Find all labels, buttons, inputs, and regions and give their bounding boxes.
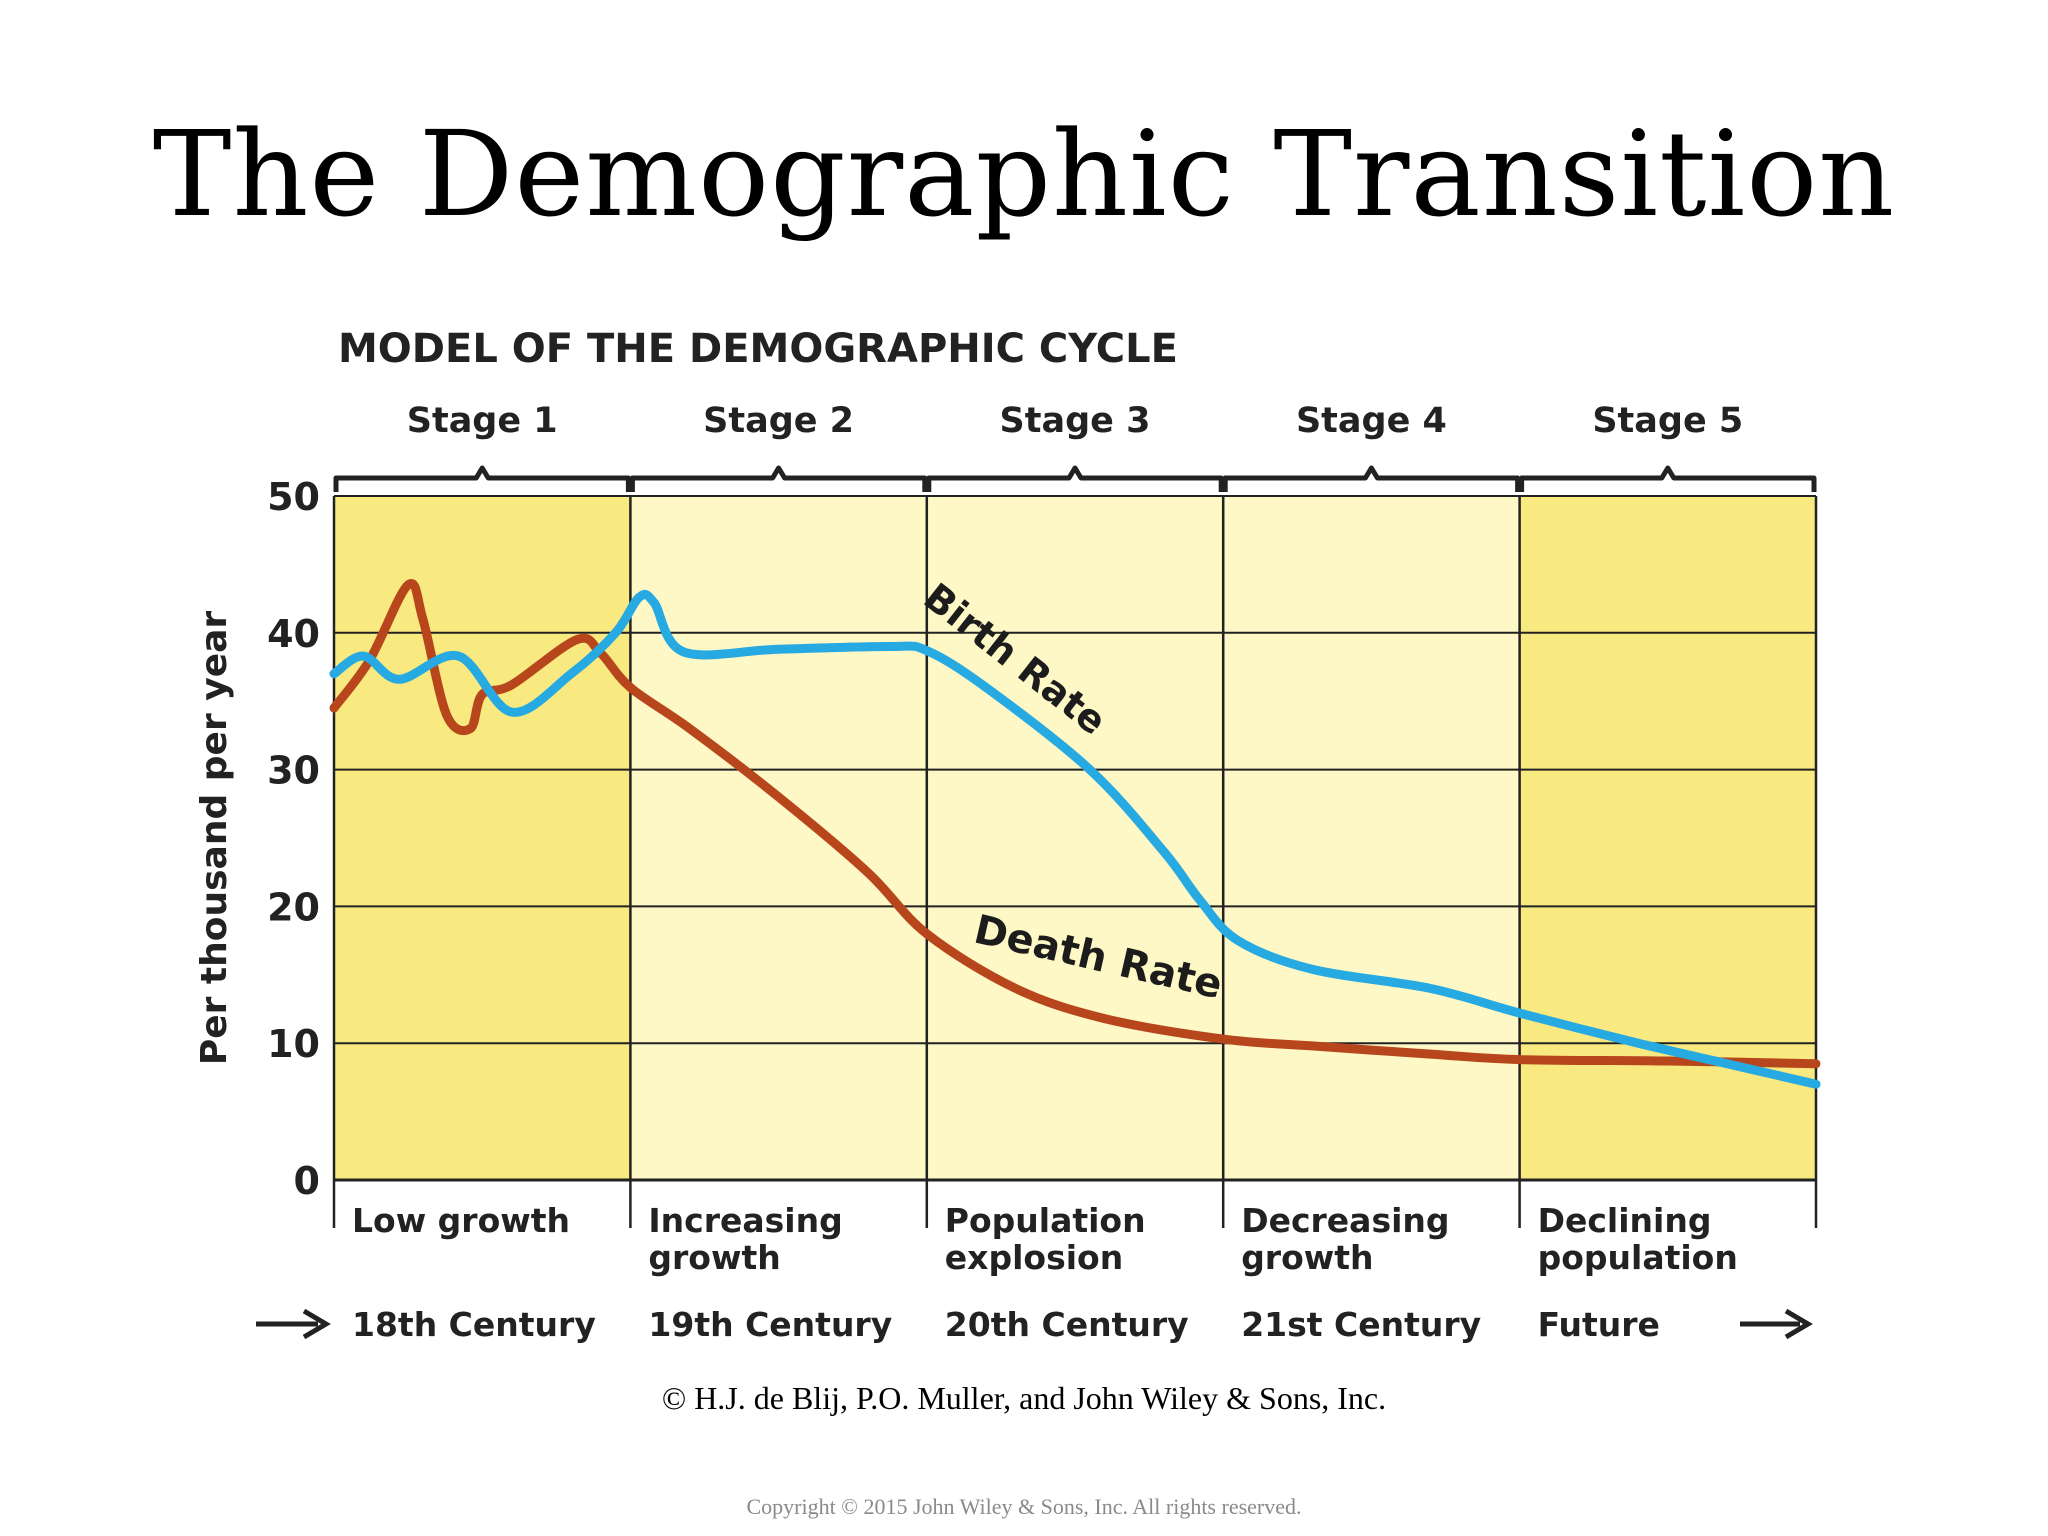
y-axis-label: Per thousand per year <box>194 611 235 1066</box>
y-tick-label-50: 50 <box>267 475 320 519</box>
y-tick-label-30: 30 <box>267 749 320 793</box>
birth-rate-line <box>329 589 1821 1089</box>
timeline-arrow-left-head <box>302 1308 331 1340</box>
stage-bracket-2 <box>629 465 928 492</box>
stage-band-4 <box>1223 496 1520 1180</box>
stage-label-2: Stage 2 <box>703 401 854 441</box>
chart-frame <box>334 495 1816 1182</box>
stage-era-3: 20th Century <box>945 1305 1189 1344</box>
stage-label-3: Stage 3 <box>1000 401 1151 441</box>
stage-bracket-3 <box>926 465 1224 492</box>
credit-line: © H.J. de Blij, P.O. Muller, and John Wi… <box>661 1380 1387 1416</box>
stage-description-1-line-1: Low growth <box>352 1201 570 1240</box>
stage-era-4: 21st Century <box>1241 1305 1481 1344</box>
stage-label-5: Stage 5 <box>1592 401 1743 441</box>
plot-lines <box>329 579 1821 1089</box>
death-rate-line <box>329 579 1821 1069</box>
timeline-arrow-right-head <box>1784 1308 1813 1340</box>
stage-description-3-line-2: explosion <box>945 1238 1123 1277</box>
stage-bracket-5 <box>1519 465 1817 492</box>
stage-description-4-line-1: Decreasing <box>1241 1201 1449 1240</box>
stage-description-5-line-2: population <box>1538 1238 1738 1277</box>
stage-description-2-line-1: Increasing <box>648 1201 842 1240</box>
stage-bracket-1 <box>333 465 631 492</box>
stage-band-1 <box>334 496 631 1180</box>
stage-label-4: Stage 4 <box>1296 401 1447 441</box>
stage-label-1: Stage 1 <box>407 401 558 441</box>
y-tick-label-0: 0 <box>294 1159 320 1203</box>
stage-description-3-line-1: Population <box>945 1201 1146 1240</box>
y-tick-label-40: 40 <box>267 612 320 656</box>
stage-bands <box>334 496 1816 1180</box>
stage-band-2 <box>630 496 927 1180</box>
chart-title: MODEL OF THE DEMOGRAPHIC CYCLE <box>338 326 1178 372</box>
stage-description-5-line-1: Declining <box>1538 1201 1712 1240</box>
demographic-cycle-chart: MODEL OF THE DEMOGRAPHIC CYCLE Stage 1 Low… <box>194 326 1821 1344</box>
stage-description-2-line-2: growth <box>648 1238 780 1277</box>
copyright-line: Copyright © 2015 John Wiley & Sons, Inc.… <box>746 1494 1302 1519</box>
stage-band-3 <box>926 496 1224 1180</box>
y-tick-label-20: 20 <box>267 885 320 929</box>
stage-bracket-4 <box>1222 465 1521 492</box>
y-tick-label-10: 10 <box>267 1022 320 1066</box>
stage-description-4-line-2: growth <box>1241 1238 1373 1277</box>
stage-era-5: Future <box>1538 1305 1660 1344</box>
stage-era-1: 18th Century <box>352 1305 596 1344</box>
slide-title: The Demographic Transition <box>152 105 1896 243</box>
stage-era-2: 19th Century <box>648 1305 892 1344</box>
